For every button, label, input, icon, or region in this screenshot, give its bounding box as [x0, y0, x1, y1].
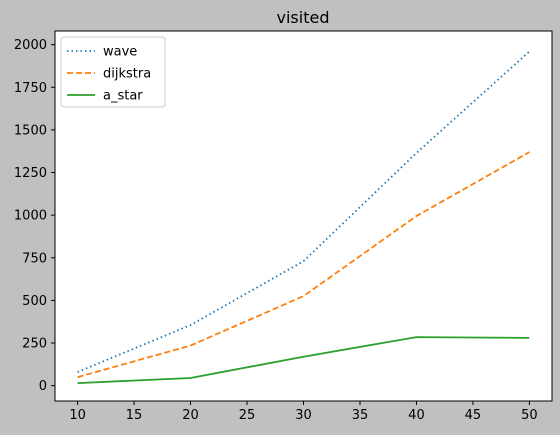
x-tick-label: 50	[521, 408, 538, 423]
x-tick-label: 20	[182, 408, 199, 423]
y-tick-label: 750	[22, 251, 47, 266]
y-tick-label: 500	[22, 294, 47, 309]
y-tick-label: 0	[39, 379, 47, 394]
y-tick-label: 1000	[14, 209, 47, 224]
y-tick-label: 1250	[14, 166, 47, 181]
y-tick-label: 1500	[14, 123, 47, 138]
y-axis: 0 250 500 750 1000 1250 1500 1750 2000	[14, 38, 55, 394]
legend-box	[60, 36, 166, 108]
x-tick-label: 15	[126, 408, 143, 423]
legend-label: a_star	[103, 89, 143, 104]
x-tick-label: 35	[352, 408, 369, 423]
legend: wave dijkstra a_star	[60, 36, 166, 108]
series-group	[77, 50, 531, 384]
x-axis: 10 15 20 25 30 35 40 45 50	[69, 401, 538, 423]
legend-label: wave	[103, 45, 137, 60]
x-tick-label: 30	[295, 408, 312, 423]
series-line-wave	[77, 50, 531, 373]
x-tick-label: 25	[239, 408, 256, 423]
x-tick-label: 40	[408, 408, 425, 423]
series-line-a-star	[77, 336, 530, 384]
x-tick-label: 45	[465, 408, 482, 423]
chart-title: visited	[277, 8, 330, 27]
x-tick-label: 10	[69, 408, 86, 423]
y-tick-label: 1750	[14, 81, 47, 96]
y-tick-label: 250	[22, 337, 47, 352]
legend-label: dijkstra	[103, 67, 151, 82]
y-tick-label: 2000	[14, 38, 47, 53]
